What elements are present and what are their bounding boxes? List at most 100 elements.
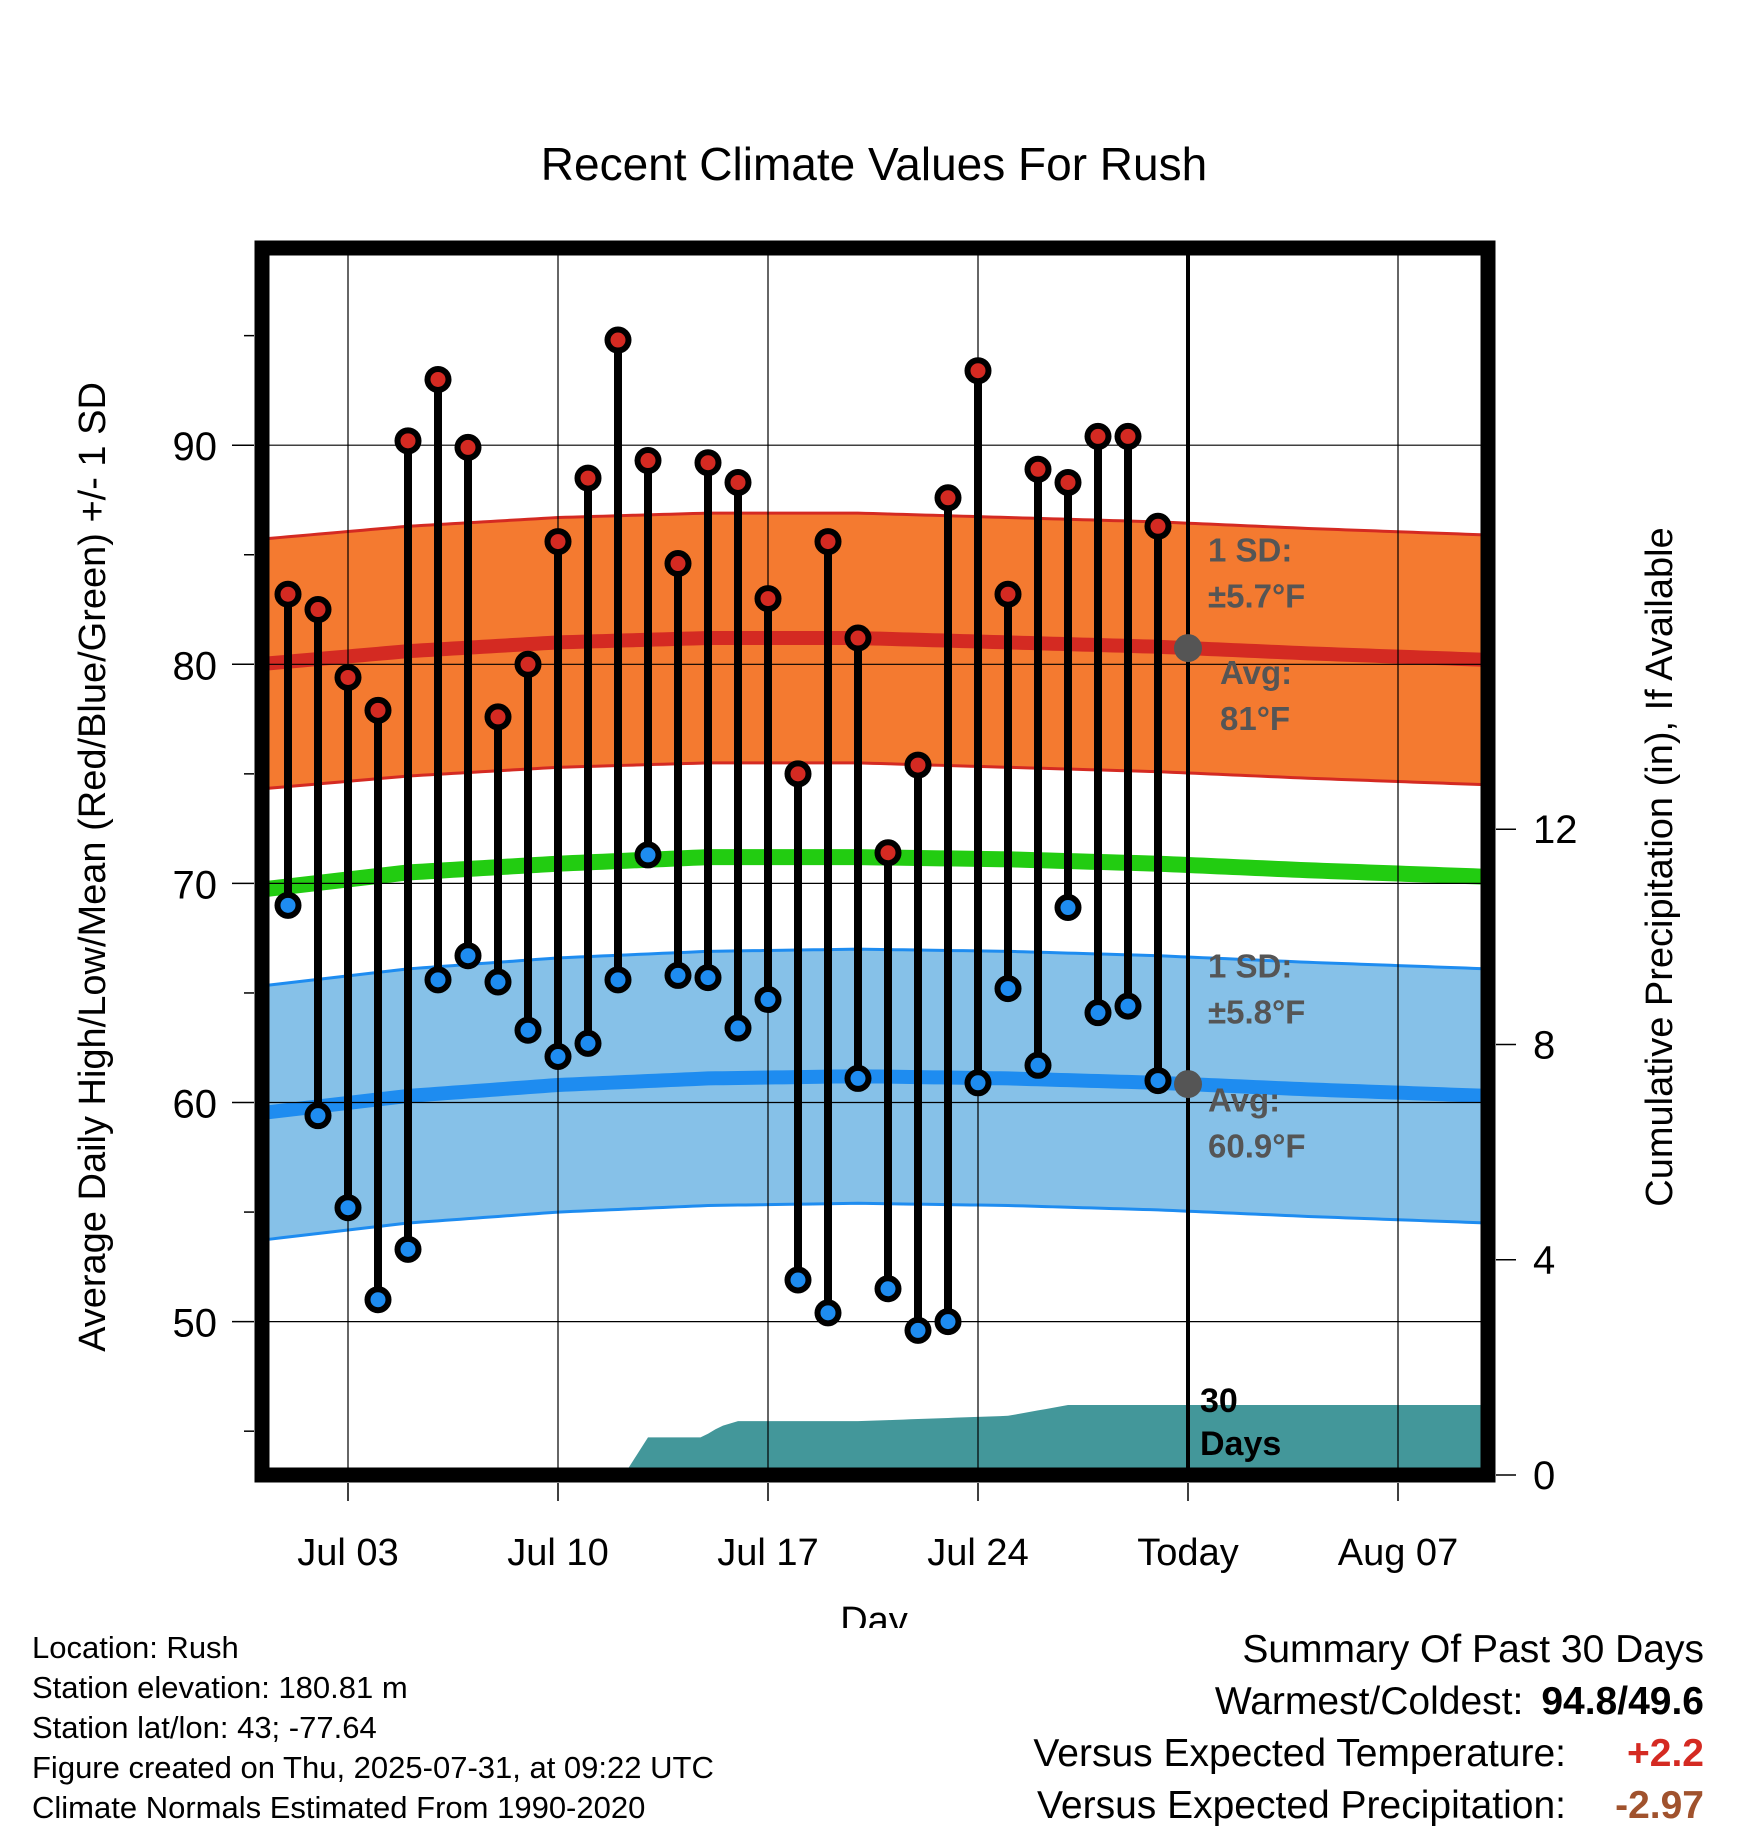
high-avg-marker	[1174, 634, 1202, 663]
normal-low-band-lower	[262, 1201, 1488, 1242]
low-point	[364, 1286, 392, 1314]
x-tick-label: Jul 03	[297, 1532, 398, 1574]
high-point	[574, 464, 602, 492]
high-point	[604, 326, 632, 354]
y-axis-label: Average Daily High/Low/Mean (Red/Blue/Gr…	[72, 382, 114, 1352]
x-axis-label: Day	[840, 1600, 908, 1628]
high-point	[514, 650, 542, 678]
high-point	[1024, 455, 1052, 483]
low-point	[754, 986, 782, 1014]
low-point	[964, 1069, 992, 1097]
low-point	[994, 975, 1022, 1003]
low-point	[544, 1043, 572, 1071]
high-point	[364, 696, 392, 724]
normal-high-band	[262, 513, 1488, 789]
low-point	[1024, 1051, 1052, 1079]
low-point	[724, 1014, 752, 1042]
temp-label: Versus Expected Temperature:	[1033, 1732, 1566, 1775]
summary-warmest: Warmest/Coldest: 94.8/49.6	[1033, 1676, 1704, 1728]
days-word-label: Days	[1200, 1425, 1281, 1463]
low-point	[604, 966, 632, 994]
high-point	[1054, 468, 1082, 496]
x-tick-label: Jul 24	[927, 1532, 1028, 1574]
x-tick-label: Aug 07	[1338, 1532, 1458, 1574]
low-point	[274, 891, 302, 919]
location-text: Location: Rush	[32, 1630, 239, 1665]
warmest-value: 94.8/49.6	[1541, 1680, 1704, 1723]
low-point	[424, 966, 452, 994]
low-point	[514, 1016, 542, 1044]
normal-high-band-upper	[262, 511, 1488, 541]
normal-mean-line	[262, 849, 1488, 898]
temp-value: +2.2	[1627, 1732, 1704, 1775]
x-tick-label: Jul 17	[717, 1532, 818, 1574]
low-point	[784, 1266, 812, 1294]
y-tick-label: 90	[173, 425, 218, 469]
low-sd-value: ±5.8°F	[1208, 994, 1305, 1031]
y-tick-label: 60	[173, 1083, 218, 1127]
precip-label: Versus Expected Precipitation:	[1037, 1784, 1566, 1827]
precip-value: -2.97	[1615, 1784, 1704, 1827]
high-point	[1084, 422, 1112, 450]
y-tick-label: 80	[173, 644, 218, 688]
normal-low-band	[262, 949, 1488, 1241]
low-point	[394, 1235, 422, 1263]
latlon-text: Station lat/lon: 43; -77.64	[32, 1710, 377, 1745]
high-point	[694, 449, 722, 477]
low-point	[934, 1308, 962, 1336]
high-point	[634, 447, 662, 475]
high-point	[304, 596, 332, 624]
y2-tick-label: 12	[1533, 808, 1578, 852]
high-point	[1114, 422, 1142, 450]
high-avg-value: 81°F	[1220, 700, 1290, 737]
low-point	[334, 1194, 362, 1222]
y2-tick-label: 4	[1533, 1239, 1555, 1283]
high-point	[874, 839, 902, 867]
low-avg-value: 60.9°F	[1208, 1127, 1306, 1164]
high-point	[1144, 512, 1172, 540]
high-point	[484, 703, 512, 731]
high-point	[394, 427, 422, 455]
low-point	[304, 1102, 332, 1130]
high-point	[334, 663, 362, 691]
high-point	[664, 550, 692, 578]
created-text: Figure created on Thu, 2025-07-31, at 09…	[32, 1750, 714, 1785]
low-point	[814, 1299, 842, 1327]
high-point	[994, 580, 1022, 608]
low-point	[574, 1029, 602, 1057]
high-point	[904, 751, 932, 779]
low-point	[1054, 894, 1082, 922]
station-info: Location: Rush Station elevation: 180.81…	[32, 1628, 714, 1828]
low-point	[904, 1316, 932, 1344]
x-tick-label: Today	[1137, 1532, 1238, 1574]
summary-precip: Versus Expected Precipitation: -2.97	[1033, 1780, 1704, 1832]
high-point	[814, 528, 842, 556]
low-point	[874, 1275, 902, 1303]
high-point	[454, 433, 482, 461]
high-point	[724, 468, 752, 496]
plot-area	[262, 248, 1488, 1475]
summary-temp: Versus Expected Temperature: +2.2	[1033, 1728, 1704, 1780]
y-tick-label: 70	[173, 863, 218, 907]
chart-title: Recent Climate Values For Rush	[541, 138, 1207, 190]
low-avg-marker	[1174, 1070, 1202, 1099]
normals-text: Climate Normals Estimated From 1990-2020	[32, 1790, 646, 1825]
high-point	[424, 365, 452, 393]
y2-tick-label: 0	[1533, 1454, 1555, 1498]
high-point	[274, 580, 302, 608]
low-point	[694, 964, 722, 992]
low-point	[1144, 1067, 1172, 1095]
high-avg-label: Avg:	[1220, 654, 1292, 691]
low-sd-label: 1 SD:	[1208, 948, 1292, 985]
low-point	[484, 968, 512, 996]
low-point	[454, 942, 482, 970]
high-point	[844, 624, 872, 652]
summary-panel: Summary Of Past 30 Days Warmest/Coldest:…	[1033, 1624, 1704, 1832]
low-point	[844, 1064, 872, 1092]
y2-tick-label: 8	[1533, 1023, 1555, 1067]
high-sd-value: ±5.7°F	[1208, 577, 1305, 614]
low-point	[1084, 999, 1112, 1027]
climate-chart: Recent Climate Values For Rush 1 SD: ±5.7…	[72, 138, 1681, 1628]
high-point	[964, 357, 992, 385]
summary-title: Summary Of Past 30 Days	[1242, 1628, 1704, 1671]
